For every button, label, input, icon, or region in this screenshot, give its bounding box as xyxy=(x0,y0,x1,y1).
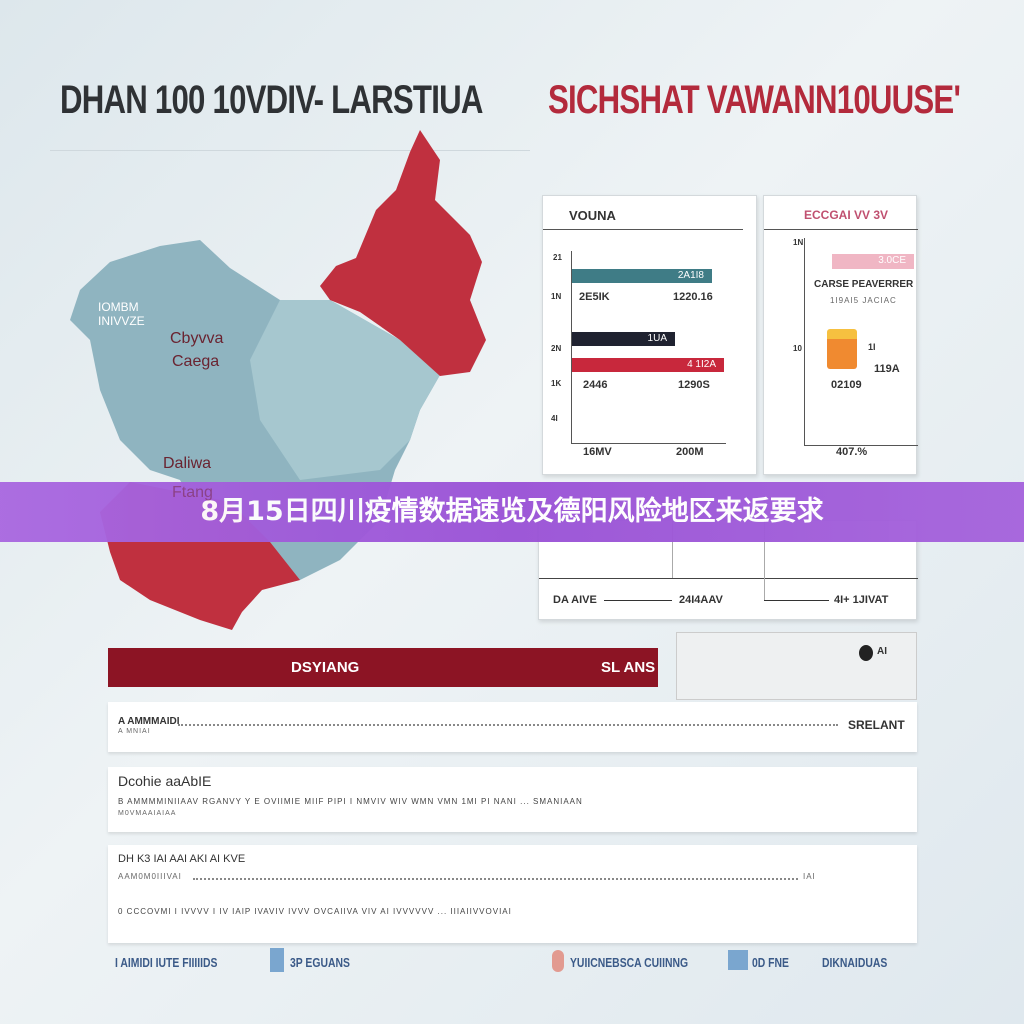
row-title: DH K3 IAI AAI AKI AI KVE xyxy=(118,853,246,865)
chart-left-title: VOUNA xyxy=(569,208,616,223)
row-right-label: IAI xyxy=(803,872,816,881)
bar-3: 4 1I2A xyxy=(572,358,724,372)
map-label-1: IOMBM INIVVZE xyxy=(98,300,145,328)
divider xyxy=(764,521,765,601)
value: 1220.16 xyxy=(673,291,713,303)
title-dark: DHAN 100 10VDIV- LARSTIUA xyxy=(60,78,483,122)
y-label: 1N xyxy=(793,238,804,247)
value: 02109 xyxy=(831,379,862,391)
row-sub: A MNIAI xyxy=(118,728,151,735)
value: 2446 xyxy=(583,379,608,391)
bar-2: 1UA xyxy=(572,332,675,346)
person-icon xyxy=(552,950,564,972)
map-label-4: Daliwa xyxy=(163,455,212,472)
x-label: 200M xyxy=(676,446,704,458)
axes xyxy=(571,251,726,444)
chart-left: VOUNA 21 1N 2N 1K 4I 2A1I8 1UA 4 1I2A 2E… xyxy=(542,195,757,475)
info-row-3: DH K3 IAI AAI AKI AI KVE AAM0M0IIIVAI IA… xyxy=(108,845,917,943)
map-label-5: Ftang xyxy=(172,484,213,501)
divider xyxy=(543,229,743,230)
value: 2E5IK xyxy=(579,291,610,303)
row-right-label: SRELANT xyxy=(848,718,905,732)
map-label-3: Caega xyxy=(172,353,220,370)
y-label: 1N xyxy=(551,292,562,301)
red-header-bar: DSYIANG SL ANS xyxy=(108,648,658,687)
y-label: 2N xyxy=(551,344,562,353)
value: 119A xyxy=(874,363,900,375)
orange-bar xyxy=(827,329,857,369)
footer-link[interactable]: YUIICNEBSCA CUIINNG xyxy=(570,955,689,970)
info-row-1: A AMMMAIDI A MNIAI SRELANT xyxy=(108,702,917,752)
pink-bar: 3.0CE xyxy=(832,254,914,269)
chart-right: ECCGAI VV 3V 1N 10 3.0CE CARSE PEAVERRER… xyxy=(763,195,918,475)
chart-right-note: 1I9AI5 JACIAC xyxy=(830,296,897,305)
y-label: 10 xyxy=(793,344,802,353)
footer-link[interactable]: 0D FNE xyxy=(752,955,789,970)
timeline-item: 24I4AAV xyxy=(679,594,723,606)
divider xyxy=(672,521,673,578)
divider xyxy=(539,578,918,579)
axes xyxy=(804,238,918,446)
title-red: SICHSHAT VAWANN10UUSE' xyxy=(548,78,961,122)
footer-link[interactable]: I AIMIDI IUTE FIIIIIDS xyxy=(115,955,218,970)
chart-right-subtitle: CARSE PEAVERRER xyxy=(814,279,914,290)
footer-link[interactable]: 3P EGUANS xyxy=(290,955,350,970)
info-row-2: Dcohie aaAbIE B AMMMMINIIAAV RGANVY Y E … xyxy=(108,767,917,832)
map-frame xyxy=(50,150,530,480)
value: 1290S xyxy=(678,379,710,391)
chart-right-title: ECCGAI VV 3V xyxy=(804,208,889,222)
connector xyxy=(604,600,672,601)
timeline-item: DA AIVE xyxy=(553,594,597,606)
map-region-north-risk xyxy=(320,130,486,376)
dotted-line xyxy=(178,724,838,726)
map xyxy=(70,130,486,630)
red-bar-right-label: SL ANS xyxy=(601,659,656,676)
avatar-icon xyxy=(859,645,873,661)
value: 1I xyxy=(868,342,876,352)
dotted-line xyxy=(193,878,798,880)
connector xyxy=(764,600,829,601)
bar-1: 2A1I8 xyxy=(572,269,712,283)
row-body: 0 CCCOVMI I IVVVV I IV IAIP IVAVIV IVVV … xyxy=(118,907,512,916)
timeline-item: 4I+ 1JIVAT xyxy=(834,594,889,606)
side-box-label: AI xyxy=(877,646,887,657)
map-region-east xyxy=(250,300,440,480)
footer-link[interactable]: DIKNAIDUAS xyxy=(822,955,888,970)
y-label: 4I xyxy=(551,414,558,423)
divider xyxy=(764,229,918,230)
red-bar-left-label: DSYIANG xyxy=(291,659,360,676)
door-icon xyxy=(270,948,284,972)
row-sub: AAM0M0IIIVAI xyxy=(118,872,182,881)
row-title: A AMMMAIDI xyxy=(118,716,180,727)
x-label: 16MV xyxy=(583,446,612,458)
x-label: 407.% xyxy=(836,446,868,458)
headline-banner: 8月15日四川疫情数据速览及德阳风险地区来返要求 xyxy=(0,482,1024,542)
map-label-2: Cbyvva xyxy=(170,330,224,347)
side-box: AI xyxy=(676,632,917,700)
y-label: 1K xyxy=(551,379,562,388)
row-title: Dcohie aaAbIE xyxy=(118,773,212,789)
y-label: 21 xyxy=(553,253,562,262)
row-body: B AMMMMINIIAAV RGANVY Y E OVIIMIE MIIF P… xyxy=(118,797,583,806)
chart-icon xyxy=(728,950,748,970)
row-sub: M0VMAAIAIAA xyxy=(118,810,177,817)
